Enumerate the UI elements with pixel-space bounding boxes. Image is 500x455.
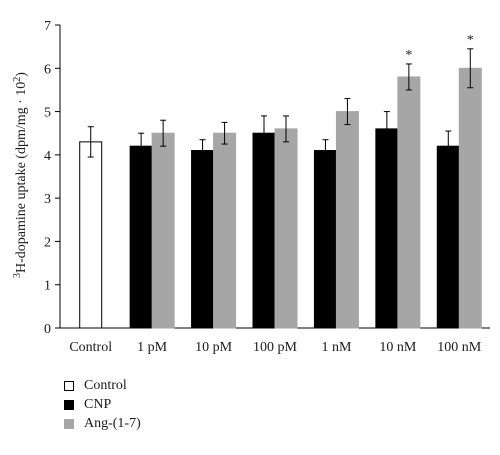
x-tick-label: 10 nM [379,340,417,355]
legend-label-control: Control [84,377,127,393]
legend-item-ang: Ang-(1-7) [64,414,141,433]
bar [252,132,276,329]
y-tick-label: 0 [44,322,51,337]
y-label-text: H-dopamine uptake (dpm/mg · 10 [14,82,29,273]
y-tick-label: 4 [44,149,51,164]
bar [458,67,482,329]
legend-swatch-ang [64,418,74,429]
svg-text:3H-dopamine uptake (dpm/mg · 1: 3H-dopamine uptake (dpm/mg · 102) [12,72,30,278]
x-tick-label: 10 pM [195,340,233,355]
y-label-superscript-3: 3 [12,273,23,278]
bar [436,145,460,329]
plot-area: 0 1 2 3 4 5 6 7 Control 1 pM 10 pM 100 pM 1 nM * 10 nM… [44,19,490,355]
bar [191,150,215,329]
x-tick-label: 100 pM [253,340,298,355]
y-tick-label: 3 [44,192,51,207]
bar [397,76,421,329]
legend-label-cnp: CNP [84,396,112,412]
bar [129,145,153,329]
x-tick-label: Control [69,340,112,355]
y-axis-label: 3H-dopamine uptake (dpm/mg · 102) [12,72,30,278]
legend-swatch-control [64,380,74,391]
bar [335,111,359,329]
y-tick-label: 5 [44,106,51,121]
bar [375,128,399,329]
x-tick-label: 1 pM [137,340,168,355]
x-tick-label: 100 nM [437,340,482,355]
legend: Control CNP Ang-(1-7) [64,376,141,433]
legend-item-control: Control [64,376,141,395]
legend-swatch-cnp [64,399,74,410]
y-tick-label: 6 [44,62,51,77]
bar [151,132,175,329]
bar [79,141,103,329]
significance-marker: * [405,48,412,63]
bar [274,128,298,329]
y-label-superscript-2: 2 [12,77,23,82]
y-label-close: ) [14,72,29,77]
bar [313,150,337,329]
x-tick-label: 1 nM [321,340,352,355]
y-tick-label: 7 [44,19,51,34]
significance-marker: * [467,33,474,48]
legend-item-cnp: CNP [64,395,141,414]
bar [213,132,237,329]
y-tick-label: 2 [44,235,51,250]
legend-label-ang: Ang-(1-7) [84,415,141,431]
y-tick-label: 1 [44,279,51,294]
